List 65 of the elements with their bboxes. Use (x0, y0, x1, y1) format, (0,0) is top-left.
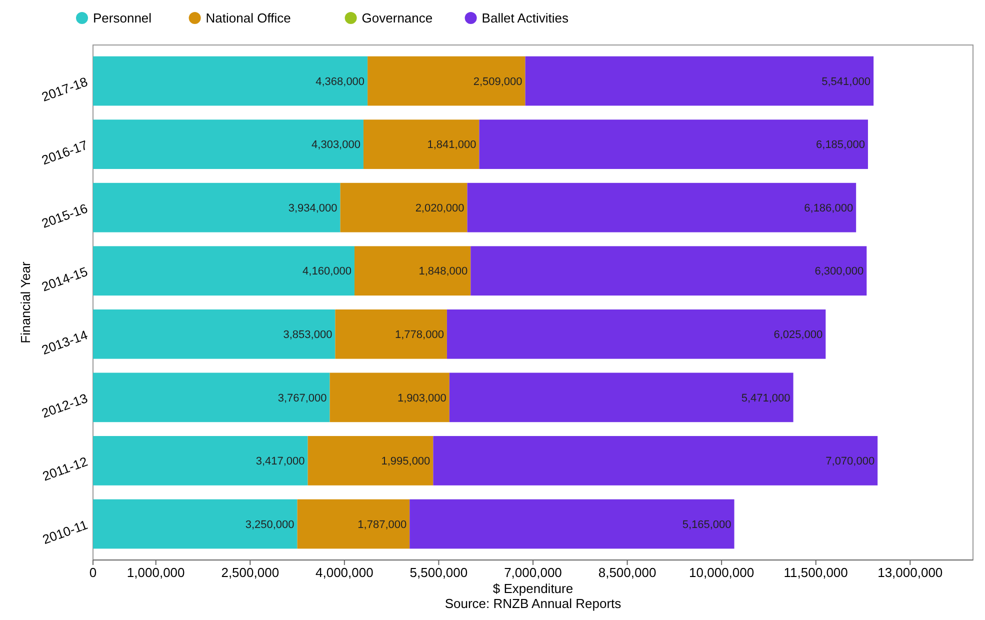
bar (93, 372, 330, 422)
data-label: 4,368,000 (316, 76, 365, 88)
legend-label: Ballet Activities (482, 10, 570, 26)
bar (368, 56, 526, 106)
x-tick-label: 2,500,000 (221, 565, 280, 580)
data-label: 3,250,000 (245, 518, 294, 531)
x-tick-label: 4,000,000 (316, 565, 374, 580)
data-label: 6,300,000 (814, 266, 864, 278)
bar (93, 436, 308, 486)
legend-label: Personnel (93, 10, 152, 26)
bar (308, 436, 434, 486)
bar (297, 499, 410, 549)
data-label: 7,070,000 (826, 456, 875, 468)
data-label: 1,787,000 (358, 518, 407, 531)
x-axis-title: $ Expenditure (492, 581, 574, 596)
data-label: 3,767,000 (278, 392, 327, 404)
data-label: 2,509,000 (473, 76, 522, 88)
data-label: 1,903,000 (397, 392, 446, 404)
x-tick-label: 11,500,000 (784, 565, 848, 580)
legend-label: National Office (206, 10, 291, 26)
data-label: 3,417,000 (256, 456, 305, 468)
bar (525, 56, 874, 106)
data-label: 2,020,000 (415, 202, 464, 214)
bar (433, 436, 878, 486)
x-tick-label: 5,500,000 (410, 565, 468, 580)
data-label: 1,995,000 (381, 456, 430, 468)
x-tick-label: 13,000,000 (878, 565, 943, 580)
data-label: 6,025,000 (774, 328, 823, 341)
data-label: 5,165,000 (682, 518, 732, 531)
bar (93, 309, 336, 359)
x-tick-label: 7,000,000 (504, 565, 562, 580)
data-label: 1,848,000 (418, 266, 468, 278)
bar (93, 499, 298, 549)
bar (470, 246, 867, 296)
source-note: Source: RNZB Annual Reports (444, 596, 622, 611)
bar (446, 309, 826, 359)
data-label: 6,185,000 (816, 139, 865, 152)
bar (449, 372, 794, 422)
bar (467, 182, 856, 232)
x-tick-label: 0 (89, 565, 97, 580)
data-label: 6,186,000 (804, 202, 854, 214)
data-label: 3,934,000 (288, 202, 338, 214)
bar (354, 246, 471, 296)
bar (330, 372, 450, 422)
legend-label: Governance (362, 10, 433, 26)
x-tick-label: 10,000,000 (689, 565, 754, 580)
bar (93, 246, 354, 296)
bar (93, 182, 340, 232)
bar (93, 56, 368, 106)
data-label: 1,778,000 (395, 328, 444, 341)
x-tick-label: 8,500,000 (598, 565, 656, 580)
bar (479, 120, 868, 169)
data-label: 1,841,000 (427, 139, 476, 152)
data-label: 5,541,000 (822, 76, 871, 88)
data-label: 4,303,000 (312, 139, 360, 152)
bar (363, 120, 480, 169)
data-label: 5,471,000 (741, 392, 790, 404)
y-axis-title: Financial Year (18, 260, 33, 344)
data-label: 4,160,000 (302, 266, 352, 278)
bar (93, 120, 364, 169)
x-tick-label: 1,000,000 (126, 565, 185, 580)
data-label: 3,853,000 (283, 328, 332, 341)
bar (410, 499, 734, 549)
bar (340, 182, 468, 232)
bar (335, 309, 447, 359)
